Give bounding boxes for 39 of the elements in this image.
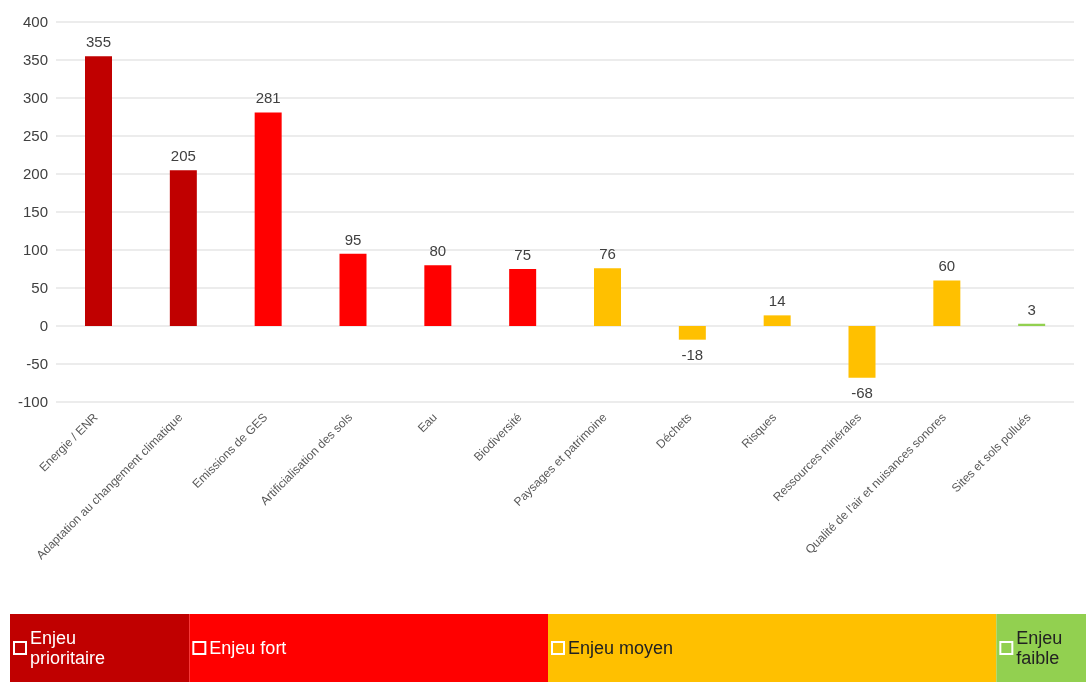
y-tick-label: 50 bbox=[31, 279, 48, 297]
data-label: 281 bbox=[255, 89, 281, 107]
bar bbox=[509, 269, 537, 326]
bar bbox=[678, 326, 706, 340]
x-tick-label: Eau bbox=[414, 410, 440, 436]
bar bbox=[933, 280, 961, 326]
bar bbox=[763, 315, 791, 326]
y-tick-label: 0 bbox=[39, 317, 48, 335]
bar bbox=[848, 326, 876, 378]
data-label: 95 bbox=[344, 230, 362, 248]
bar bbox=[339, 253, 367, 326]
data-label: 355 bbox=[85, 33, 112, 51]
data-label: 80 bbox=[429, 242, 447, 260]
legend-label: Enjeu faible bbox=[1016, 628, 1063, 668]
data-label: -68 bbox=[851, 383, 873, 401]
y-tick-label: 400 bbox=[22, 13, 48, 31]
y-tick-label: 250 bbox=[22, 127, 48, 145]
bar bbox=[169, 170, 197, 326]
legend-label: Enjeu prioritaire bbox=[30, 628, 106, 668]
bar bbox=[254, 112, 282, 326]
bar bbox=[594, 268, 621, 326]
data-label: 60 bbox=[938, 257, 956, 275]
legend-label: Enjeu moyen bbox=[568, 638, 674, 658]
y-tick-label: -50 bbox=[26, 355, 48, 373]
y-tick-label: 100 bbox=[22, 241, 48, 259]
data-label: 75 bbox=[514, 246, 532, 263]
y-tick-label: 200 bbox=[22, 165, 48, 183]
bar bbox=[424, 265, 452, 326]
y-tick-label: 300 bbox=[22, 89, 48, 107]
y-tick-label: 350 bbox=[22, 51, 48, 69]
data-label: 76 bbox=[599, 245, 616, 263]
data-label: 205 bbox=[170, 147, 196, 165]
y-tick-label: -100 bbox=[17, 393, 48, 411]
data-label: 3 bbox=[1027, 300, 1036, 318]
bar bbox=[85, 56, 112, 326]
data-label: -18 bbox=[681, 345, 704, 363]
y-tick-label: 150 bbox=[22, 203, 48, 221]
legend-label: Enjeu fort bbox=[209, 638, 287, 658]
data-label: 14 bbox=[768, 292, 786, 310]
